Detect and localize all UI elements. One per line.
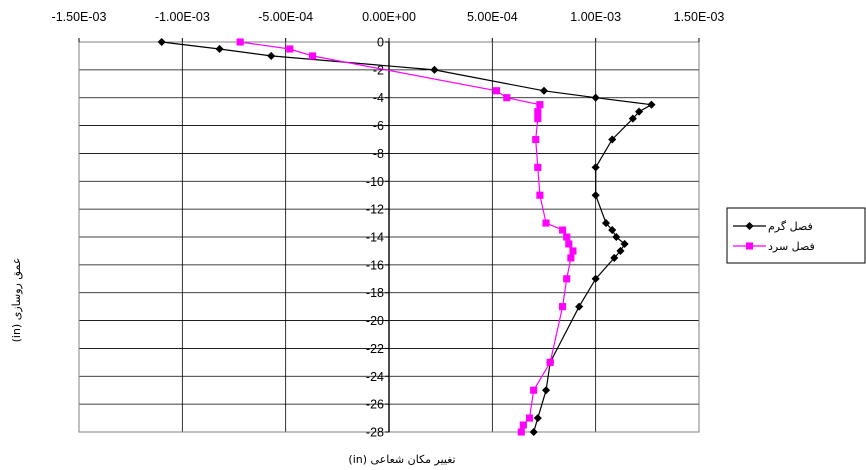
- y-tick-labels: 0-2-4-6-8-10-12-14-16-18-20-22-24-26-28: [366, 36, 384, 440]
- data-point: [543, 220, 550, 227]
- data-point: [520, 422, 527, 429]
- data-point: [309, 53, 316, 60]
- data-point: [542, 386, 550, 394]
- legend: فصل گرم فصل سرد: [727, 208, 865, 263]
- legend-marker: [746, 243, 753, 250]
- data-point: [570, 248, 577, 255]
- data-point: [493, 87, 500, 94]
- data-point: [216, 45, 224, 53]
- data-point: [563, 275, 570, 282]
- data-point: [237, 39, 244, 46]
- data-point: [431, 66, 439, 74]
- data-point: [158, 38, 166, 46]
- data-point: [534, 414, 542, 422]
- y-tick-label: -14: [366, 231, 384, 245]
- x-axis-title: تغییر مکان شعاعی (in): [348, 453, 455, 466]
- data-point: [592, 94, 600, 102]
- legend-box: [727, 208, 865, 263]
- x-tick-label: 5.00E-04: [467, 10, 518, 24]
- y-tick-label: -8: [373, 147, 384, 161]
- data-point: [526, 415, 533, 422]
- y-tick-label: -28: [366, 426, 384, 440]
- data-point: [648, 101, 656, 109]
- data-point: [566, 241, 573, 248]
- y-tick-label: -20: [366, 314, 384, 328]
- data-point: [592, 191, 600, 199]
- data-point: [535, 164, 542, 171]
- x-tick-label: -1.50E-03: [52, 10, 107, 24]
- y-tick-label: -4: [373, 91, 384, 105]
- data-point: [563, 234, 570, 241]
- y-tick-label: -22: [366, 342, 384, 356]
- y-tick-label: -18: [366, 286, 384, 300]
- y-tick-label: -24: [366, 370, 384, 384]
- y-tick-label: -6: [373, 119, 384, 133]
- data-point: [540, 87, 548, 95]
- data-point: [532, 136, 539, 143]
- data-point: [530, 428, 538, 436]
- data-point: [547, 359, 554, 366]
- y-tick-label: -16: [366, 258, 384, 272]
- y-tick-label: -26: [366, 398, 384, 412]
- x-tick-label: -1.00E-03: [155, 10, 210, 24]
- data-point: [267, 52, 275, 60]
- data-point: [559, 303, 566, 310]
- data-point: [535, 115, 542, 122]
- axes: [79, 38, 699, 432]
- data-point: [530, 387, 537, 394]
- data-point: [535, 108, 542, 115]
- data-point: [575, 303, 583, 311]
- x-tick-label: 1.00E-03: [570, 10, 621, 24]
- data-point: [568, 255, 575, 262]
- x-tick-label: 1.50E-03: [674, 10, 725, 24]
- data-point: [559, 227, 566, 234]
- x-tick-labels: -1.50E-03 -1.00E-03 -5.00E-04 0.00E+00 5.00E…: [52, 10, 725, 24]
- data-point: [537, 192, 544, 199]
- y-tick-label: -12: [366, 203, 384, 217]
- data-point: [592, 164, 600, 172]
- data-point: [504, 94, 511, 101]
- legend-label: فصل سرد: [768, 240, 815, 253]
- y-tick-label: 0: [377, 36, 384, 50]
- y-axis-title: عمق روسازی (in): [10, 258, 24, 343]
- data-point: [287, 46, 294, 53]
- y-tick-label: -10: [366, 175, 384, 189]
- data-point: [537, 101, 544, 108]
- data-point: [518, 429, 525, 436]
- legend-label: فصل گرم: [768, 220, 813, 233]
- x-tick-label: 0.00E+00: [362, 10, 416, 24]
- x-tick-label: -5.00E-04: [258, 10, 313, 24]
